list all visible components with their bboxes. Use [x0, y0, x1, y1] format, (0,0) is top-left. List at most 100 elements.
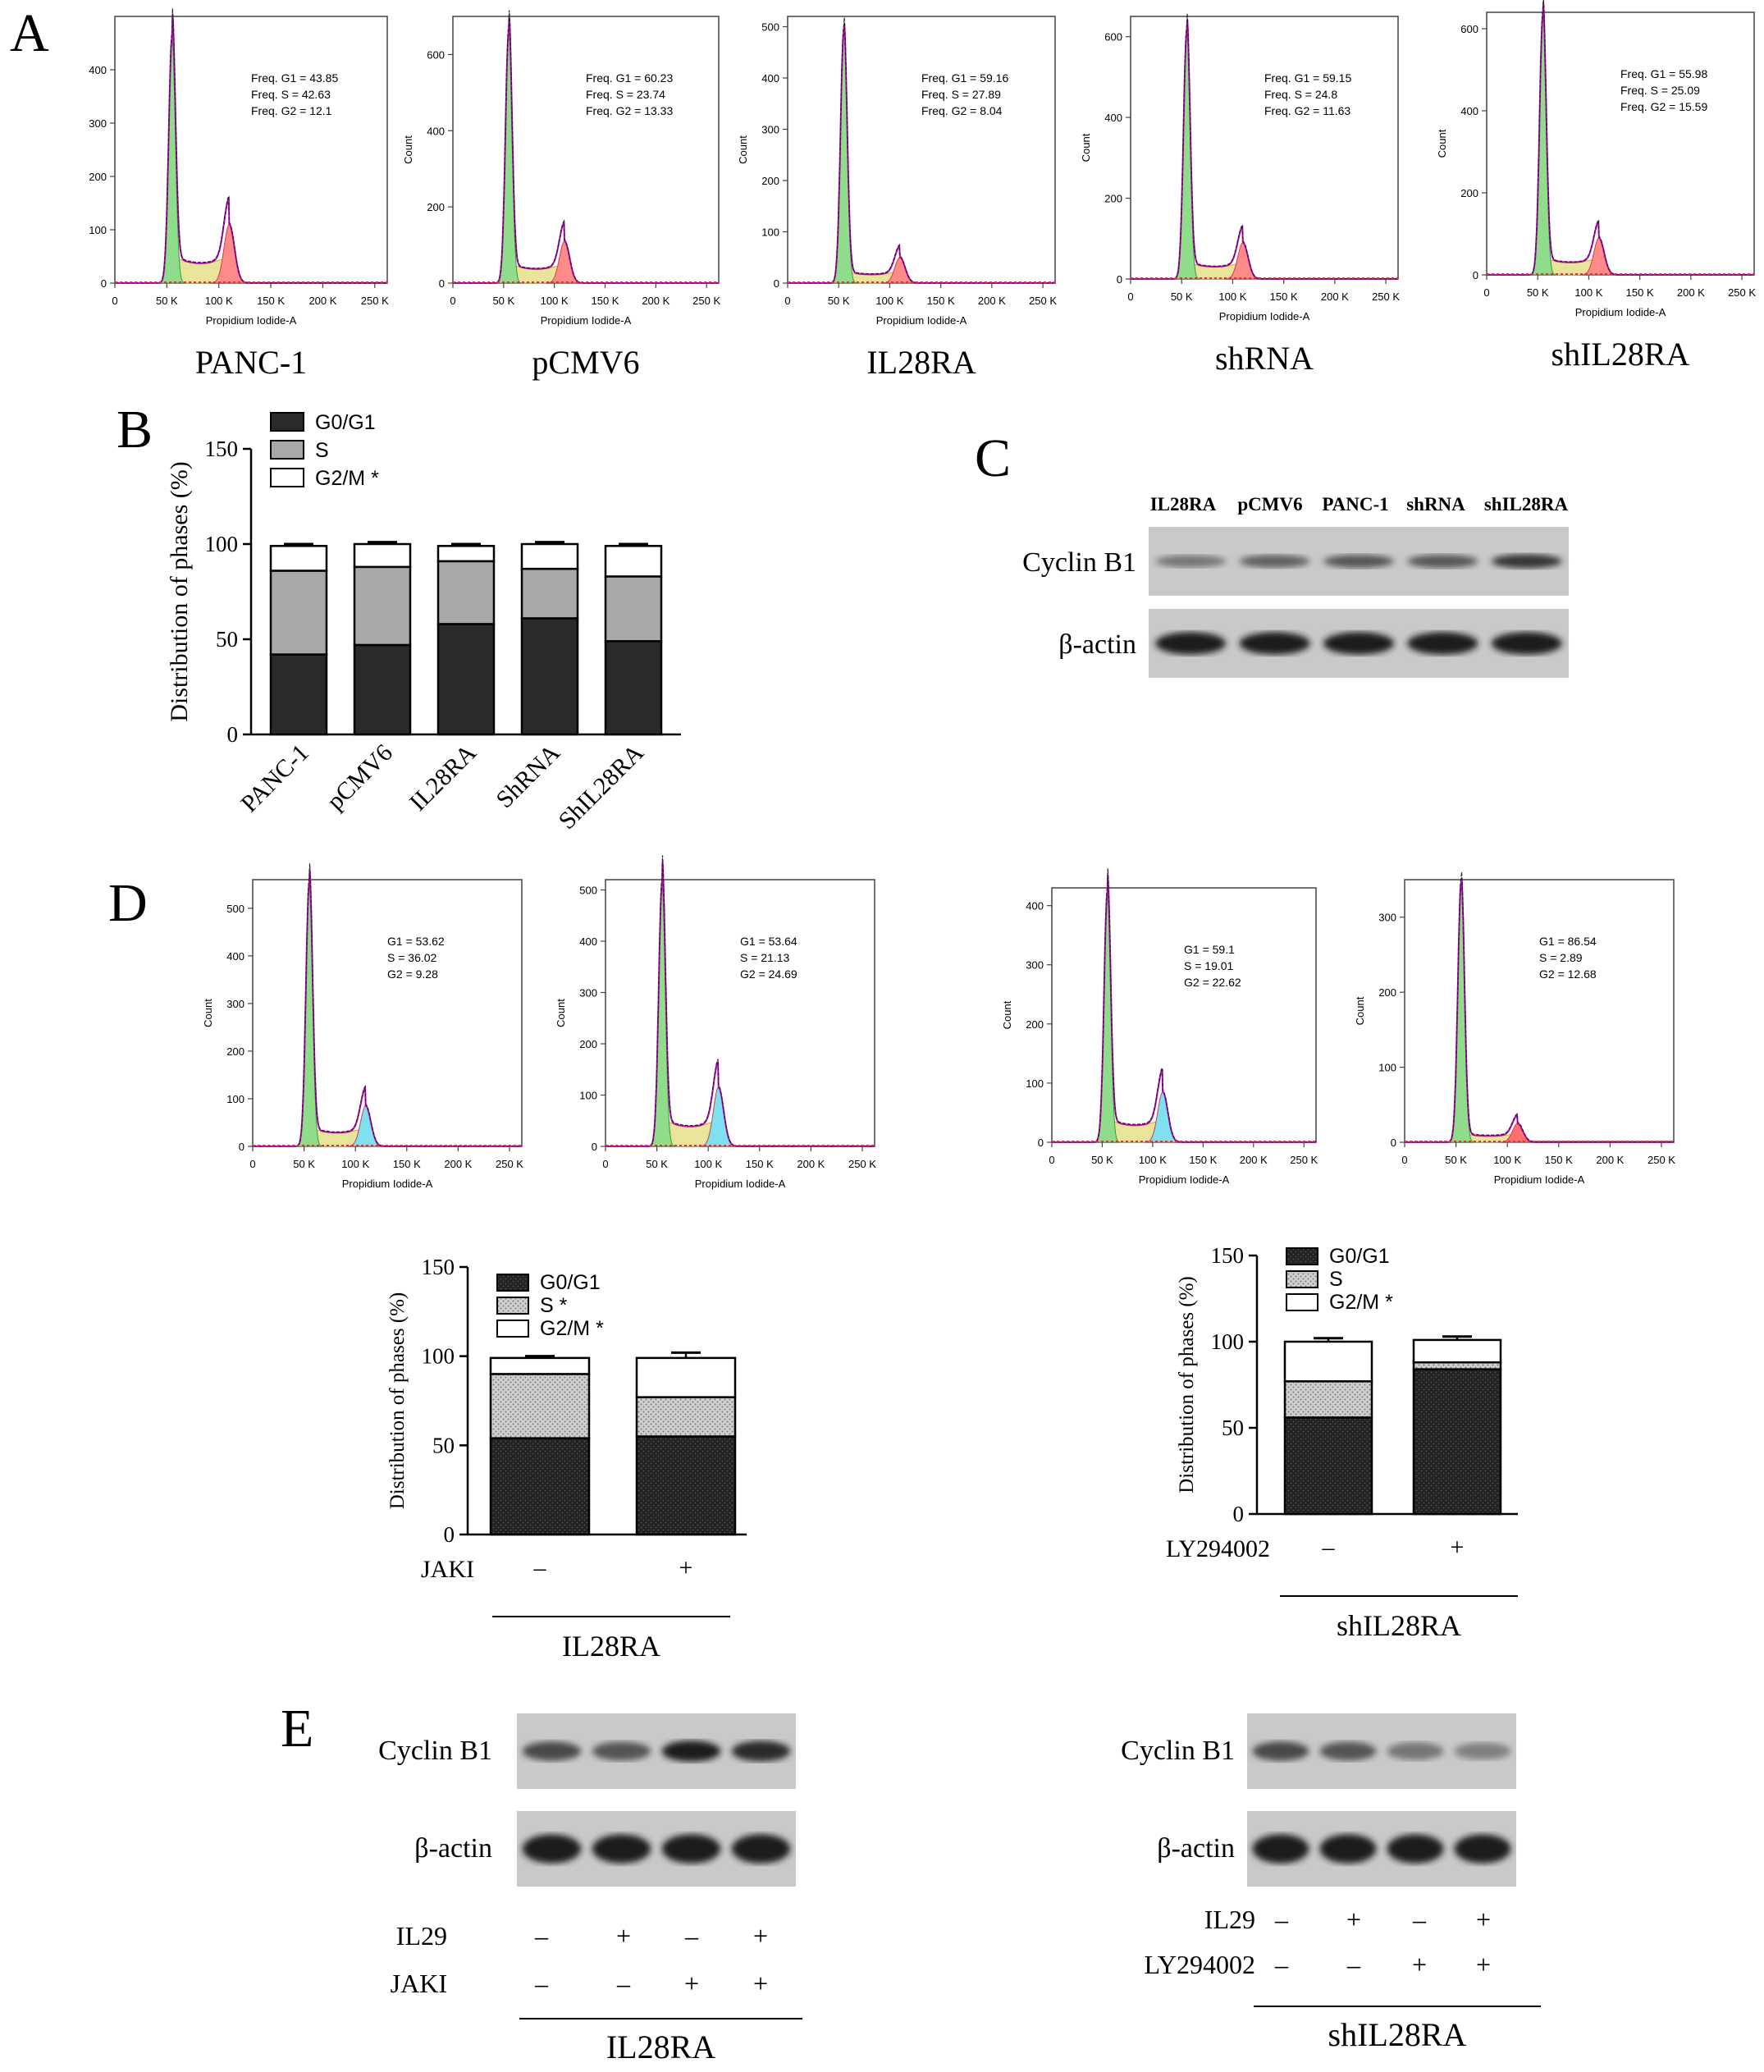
treatment-sign: + — [1346, 1905, 1361, 1934]
x-tick-label: 150 K — [393, 1158, 421, 1170]
y-tick-label: 400 — [1460, 105, 1478, 117]
stat-text: Freq. S = 23.74 — [586, 88, 665, 101]
y-tick-label: 200 — [226, 1045, 244, 1058]
raw-data-curve — [1052, 868, 1316, 1142]
y-tick-label: 200 — [427, 201, 445, 213]
x-tick-label: 0 — [450, 295, 455, 307]
x-tick-label: 50 K — [293, 1158, 315, 1170]
treatment-sign: + — [1412, 1950, 1427, 1979]
y-axis-label: Distribution of phases (%) — [166, 461, 193, 721]
blot-row-label: β-actin — [1058, 629, 1136, 660]
y-tick-label: 100 — [422, 1344, 455, 1369]
y-tick-label: 300 — [1026, 959, 1044, 972]
x-tick-label: 0 — [112, 295, 117, 307]
bar-segment-S — [436, 560, 496, 625]
blot-row-label: β-actin — [1157, 1833, 1235, 1864]
bar-segment-G0G1 — [635, 1435, 737, 1536]
x-tick-label: 150 K — [1189, 1154, 1217, 1166]
y-tick-label: 200 — [1460, 187, 1478, 199]
histogram-frame — [114, 16, 388, 284]
stat-text: G1 = 86.54 — [1539, 935, 1597, 948]
x-tick-label: 250 K — [1647, 1154, 1675, 1166]
bar-segment-G0G1 — [489, 1437, 591, 1536]
category-label: PANC-1 — [235, 739, 314, 818]
protein-band — [1319, 1834, 1377, 1864]
x-tick-label: 0 — [784, 295, 790, 307]
bar-segment-G0G1 — [1412, 1368, 1502, 1516]
y-tick-label: 300 — [761, 124, 779, 136]
stat-text: S = 21.13 — [740, 951, 790, 964]
y-tick-label: 300 — [226, 998, 244, 1010]
histogram-caption: PANC-1 — [195, 344, 307, 381]
y-tick-label: 0 — [774, 277, 779, 290]
bar-segment-S — [269, 569, 328, 656]
x-tick-label: 100 K — [205, 295, 233, 307]
x-axis-label: Propidium Iodide-A — [342, 1178, 433, 1190]
flow-histogram: 0 200 400 600 0 50 K 100 K 150 K 200 K 250 K Propi… — [1436, 0, 1756, 373]
legend-label: G2/M * — [1329, 1291, 1393, 1314]
legend-label: G2/M * — [315, 467, 379, 490]
protein-band — [1239, 555, 1310, 568]
group-label: shIL28RA — [1337, 1609, 1461, 1642]
x-tick-label: 200 K — [978, 295, 1006, 307]
x-tick-label: 150 K — [257, 295, 285, 307]
group-label: IL28RA — [606, 2029, 715, 2065]
protein-band — [1454, 1742, 1511, 1760]
lane-label: PANC-1 — [1322, 494, 1388, 515]
stat-text: Freq. G2 = 13.33 — [586, 104, 673, 117]
protein-band — [522, 1741, 582, 1761]
protein-band — [1252, 1834, 1309, 1864]
treatment-sign: + — [684, 1969, 699, 1998]
x-tick-label: 150 K — [1626, 286, 1654, 299]
x-axis-label: Propidium Iodide-A — [1139, 1173, 1230, 1186]
lane-label: shRNA — [1406, 494, 1465, 515]
bar-segment-G0G1 — [269, 653, 328, 736]
bar-segment-G0G1 — [353, 643, 412, 736]
protein-band — [661, 1834, 721, 1864]
y-tick-label: 100 — [226, 1093, 244, 1105]
y-tick-label: 0 — [1117, 273, 1122, 286]
stat-text: G1 = 59.1 — [1184, 943, 1235, 956]
y-tick-label: 200 — [579, 1038, 597, 1050]
histogram-frame — [452, 16, 720, 284]
histogram-frame — [1130, 16, 1399, 280]
treatment-sign: + — [1476, 1950, 1491, 1979]
treatment-sign: + — [753, 1921, 768, 1951]
x-tick-label: 150 K — [927, 295, 955, 307]
category-label: IL28RA — [404, 739, 482, 816]
y-tick-label: 100 — [761, 226, 779, 239]
y-tick-label: 400 — [1026, 900, 1044, 913]
lane-label: IL28RA — [1150, 494, 1217, 515]
y-tick-label: 0 — [1391, 1137, 1396, 1149]
x-tick-label: 50 K — [1171, 290, 1193, 303]
protein-band — [522, 1834, 582, 1864]
flow-histogram: 0 200 400 600 0 50 K 100 K 150 K 200 K 250 K Propi… — [1080, 13, 1400, 377]
stat-text: Freq. G1 = 55.98 — [1620, 67, 1707, 80]
x-tick-label: 250 K — [1029, 295, 1057, 307]
protein-band — [1319, 1741, 1377, 1761]
y-tick-label: 100 — [1378, 1062, 1396, 1074]
y-tick-label: 150 — [205, 437, 239, 461]
legend-swatch — [496, 1320, 529, 1338]
x-axis-label: Propidium Iodide-A — [1494, 1173, 1585, 1186]
stacked-bar-layer: 0 50 100 150 Distribution of phases (%) PANC-… — [166, 411, 1518, 1663]
treatment-sign: – — [1274, 1950, 1289, 1979]
legend-label: S * — [540, 1294, 568, 1317]
x-tick-label: 250 K — [848, 1158, 876, 1170]
stat-text: G2 = 12.68 — [1539, 967, 1597, 981]
group-label: IL28RA — [562, 1630, 660, 1663]
y-tick-label: 0 — [101, 277, 107, 290]
treatment-label: LY294002 — [1145, 1950, 1255, 1979]
protein-band — [1323, 555, 1395, 568]
bar-segment-S — [635, 1396, 737, 1438]
bar-segment-G0G1 — [436, 623, 496, 736]
y-tick-label: 50 — [216, 627, 238, 652]
stat-text: G2 = 9.28 — [387, 967, 438, 981]
histogram-caption: shIL28RA — [1551, 336, 1690, 373]
x-tick-label: 100 K — [694, 1158, 722, 1170]
treatment-sign: – — [1322, 1534, 1336, 1561]
protein-band — [1323, 632, 1395, 655]
treatment-sign: – — [1274, 1905, 1289, 1934]
